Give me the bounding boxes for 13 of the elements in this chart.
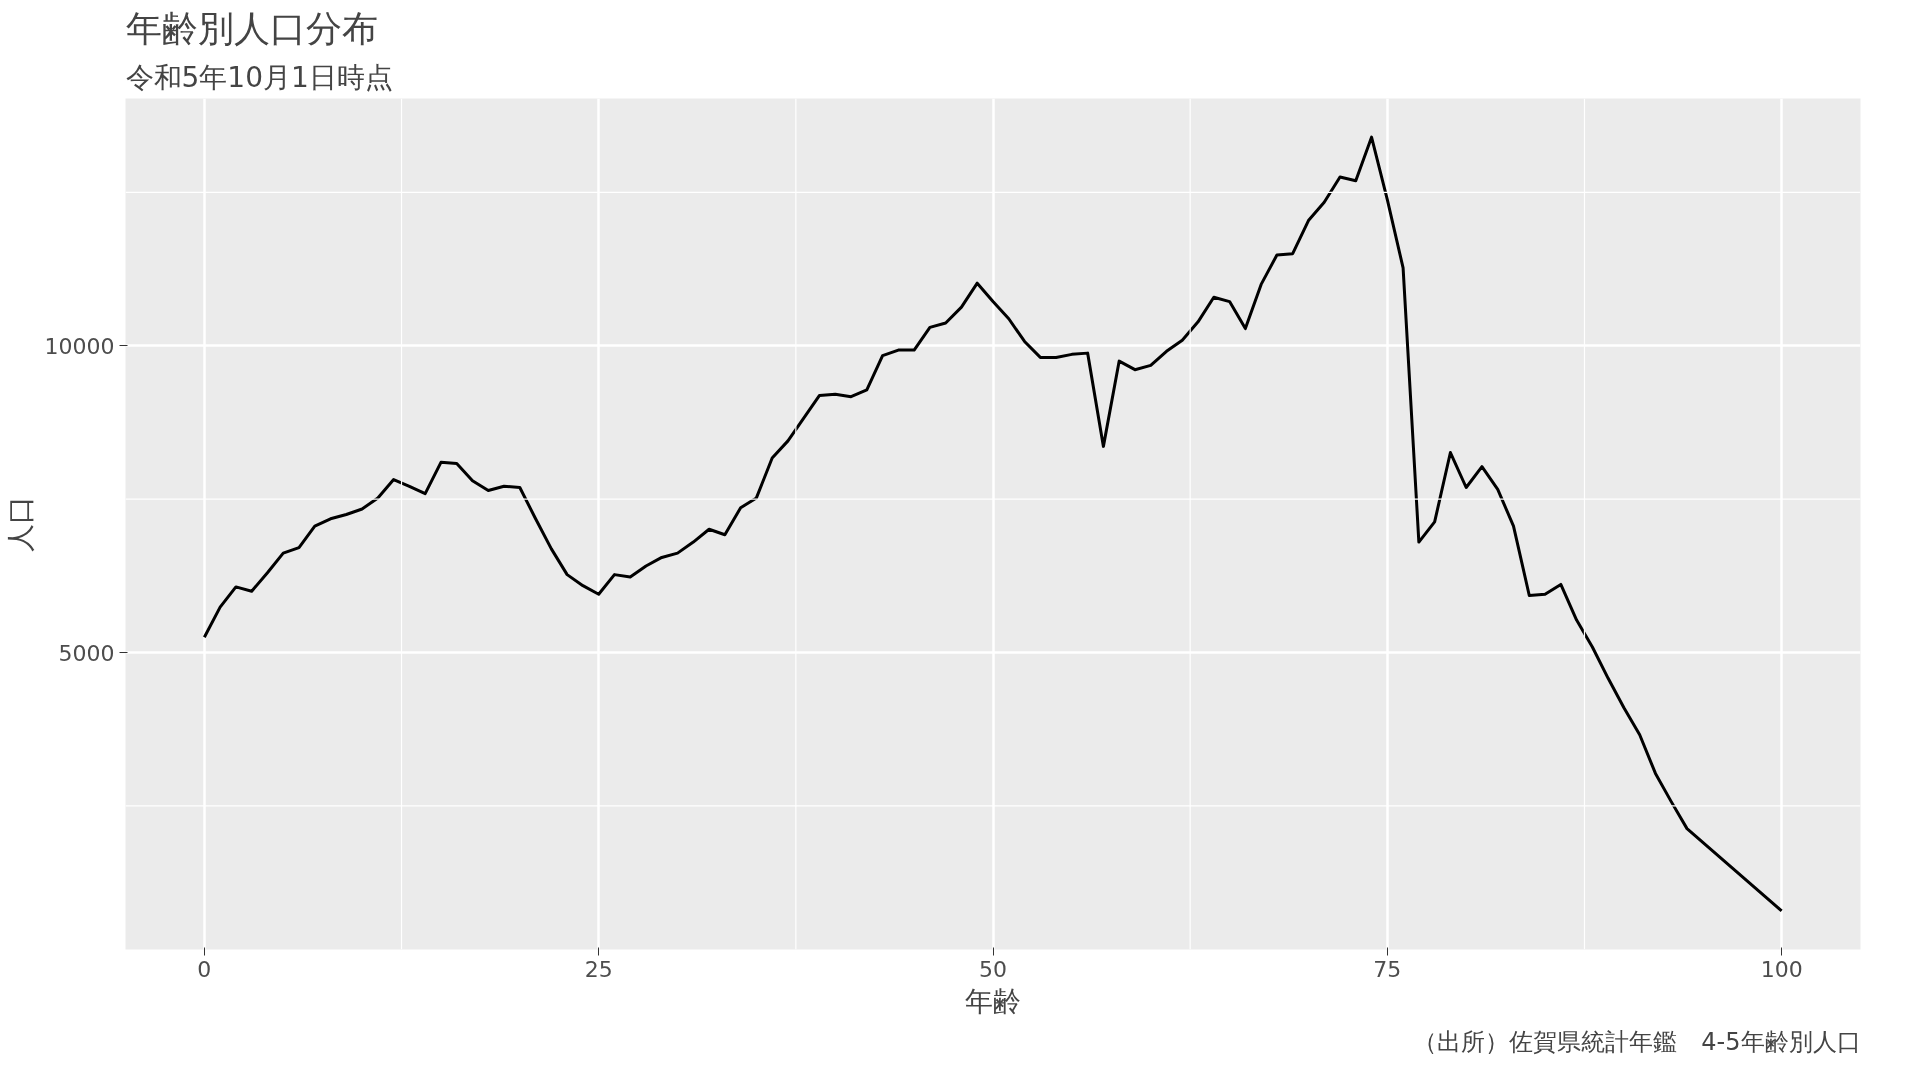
text: （出所）佐賀県統計年鑑 4-5年齢別人口: [1413, 1027, 1861, 1056]
y-axis-title: 人口: [3, 496, 37, 552]
y-tick-label: 5000: [58, 640, 115, 666]
x-tick-label: 100: [1760, 956, 1803, 982]
y-tick-label: 10000: [44, 333, 115, 359]
x-tick-label: 25: [584, 956, 613, 982]
x-axis-title: 年齢: [965, 984, 1021, 1018]
chart-title: 年齢別人口分布: [125, 7, 378, 49]
x-tick-label: 75: [1373, 956, 1402, 982]
x-tick-label: 0: [197, 956, 212, 982]
line-series: [202, 135, 1784, 913]
chart-subtitle: 令和5年10月1日時点: [125, 60, 393, 94]
x-tick-label: 50: [979, 956, 1007, 982]
